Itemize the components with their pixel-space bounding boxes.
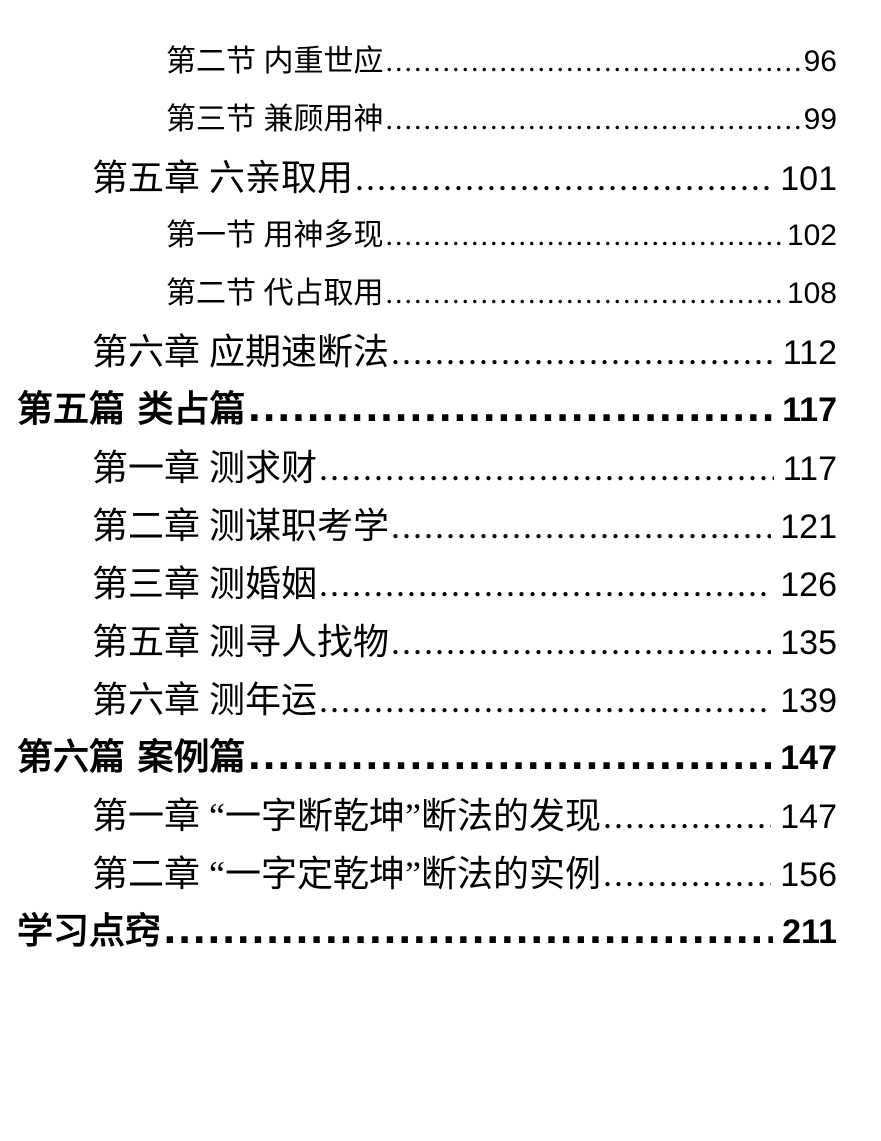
toc-entry-page: 99 [803,103,837,136]
toc-entry: 第一节 用神多现 102 [0,207,837,265]
dot-leader [319,555,771,613]
toc-entry: 第三章 测婚姻 126 [0,555,837,613]
toc-entry-label: 第六篇 案例篇 [17,737,246,778]
toc-entry: 第二章 “一字定乾坤”断法的实例 156 [0,845,837,903]
toc-entry-label: 第二节 代占取用 [166,277,384,310]
toc-entry-page: 211 [782,913,837,951]
toc-entry-label: 第五章 测寻人找物 [92,622,390,662]
dot-leader [386,207,785,265]
toc-entry-page: 156 [780,856,837,894]
toc-entry: 学习点窍 211 [0,903,837,961]
toc-entry-label: 第三节 兼顾用神 [166,103,384,136]
toc-entry-label: 第五篇 类占篇 [17,389,246,430]
toc-entry-page: 126 [780,566,837,604]
dot-leader [319,671,771,729]
dot-leader [248,381,774,439]
dot-leader [391,323,774,381]
toc-entry-page: 139 [780,682,837,720]
toc-entry-label: 学习点窍 [17,911,162,952]
toc-entry: 第二章 测谋职考学 121 [0,497,837,555]
table-of-contents: 第二节 内重世应 96 第三节 兼顾用神 99 第五章 六亲取用 101 第一节 用神多现 1… [0,0,881,961]
dot-leader [386,91,802,149]
toc-entry: 第一章 “一字断乾坤”断法的发现 147 [0,787,837,845]
toc-entry-page: 112 [782,334,837,372]
dot-leader [603,845,771,903]
toc-entry: 第一章 测求财 117 [0,439,837,497]
toc-entry: 第二节 代占取用 108 [0,265,837,323]
toc-entry: 第二节 内重世应 96 [0,33,837,91]
toc-entry-page: 117 [782,450,837,488]
toc-entry: 第五章 六亲取用 101 [0,149,837,207]
toc-entry-page: 102 [786,219,837,252]
toc-entry-label: 第二章 “一字定乾坤”断法的实例 [92,854,601,894]
toc-entry: 第六章 测年运 139 [0,671,837,729]
dot-leader [391,497,771,555]
dot-leader [248,729,772,787]
toc-entry-label: 第五章 六亲取用 [92,158,354,198]
toc-entry-label: 第二节 内重世应 [166,45,384,78]
toc-entry-label: 第一章 测求财 [92,448,318,488]
toc-entry-page: 101 [780,160,837,198]
toc-entry: 第五章 测寻人找物 135 [0,613,837,671]
toc-entry: 第六章 应期速断法 112 [0,323,837,381]
toc-entry-label: 第一章 “一字断乾坤”断法的发现 [92,796,601,836]
dot-leader [386,265,785,323]
dot-leader [163,903,773,961]
dot-leader [355,149,771,207]
toc-entry-label: 第三章 测婚姻 [92,564,318,604]
dot-leader [386,33,802,91]
toc-entry: 第三节 兼顾用神 99 [0,91,837,149]
toc-entry-page: 147 [780,798,837,836]
toc-entry-page: 147 [780,739,837,777]
toc-entry-label: 第六章 测年运 [92,680,318,720]
toc-entry-label: 第二章 测谋职考学 [92,506,390,546]
dot-leader [391,613,771,671]
toc-entry-page: 96 [803,45,837,78]
toc-entry-page: 117 [782,391,837,429]
toc-entry-page: 121 [780,508,837,546]
toc-entry: 第六篇 案例篇 147 [0,729,837,787]
toc-entry-page: 108 [786,277,837,310]
dot-leader [603,787,771,845]
toc-entry-label: 第一节 用神多现 [166,219,384,252]
toc-entry-label: 第六章 应期速断法 [92,332,390,372]
dot-leader [319,439,774,497]
toc-entry: 第五篇 类占篇 117 [0,381,837,439]
toc-entry-page: 135 [780,624,837,662]
